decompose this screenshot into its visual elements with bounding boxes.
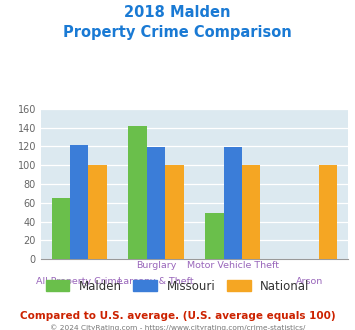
Bar	[165, 165, 184, 259]
Bar	[147, 148, 165, 259]
Legend: Malden, Missouri, National: Malden, Missouri, National	[45, 280, 310, 293]
Text: Larceny & Theft: Larceny & Theft	[118, 277, 194, 286]
Text: 2018 Malden: 2018 Malden	[124, 5, 231, 20]
Text: Motor Vehicle Theft: Motor Vehicle Theft	[187, 261, 279, 270]
Bar	[242, 165, 260, 259]
Text: Arson: Arson	[296, 277, 323, 286]
Text: © 2024 CityRating.com - https://www.cityrating.com/crime-statistics/: © 2024 CityRating.com - https://www.city…	[50, 324, 305, 330]
Text: All Property Crime: All Property Crime	[36, 277, 122, 286]
Bar	[51, 198, 70, 259]
Bar	[70, 146, 88, 259]
Bar	[129, 126, 147, 259]
Text: Compared to U.S. average. (U.S. average equals 100): Compared to U.S. average. (U.S. average …	[20, 311, 335, 321]
Text: Property Crime Comparison: Property Crime Comparison	[63, 25, 292, 40]
Bar	[205, 213, 224, 259]
Bar	[224, 148, 242, 259]
Text: Burglary: Burglary	[136, 261, 176, 270]
Bar	[319, 165, 337, 259]
Bar	[88, 165, 107, 259]
